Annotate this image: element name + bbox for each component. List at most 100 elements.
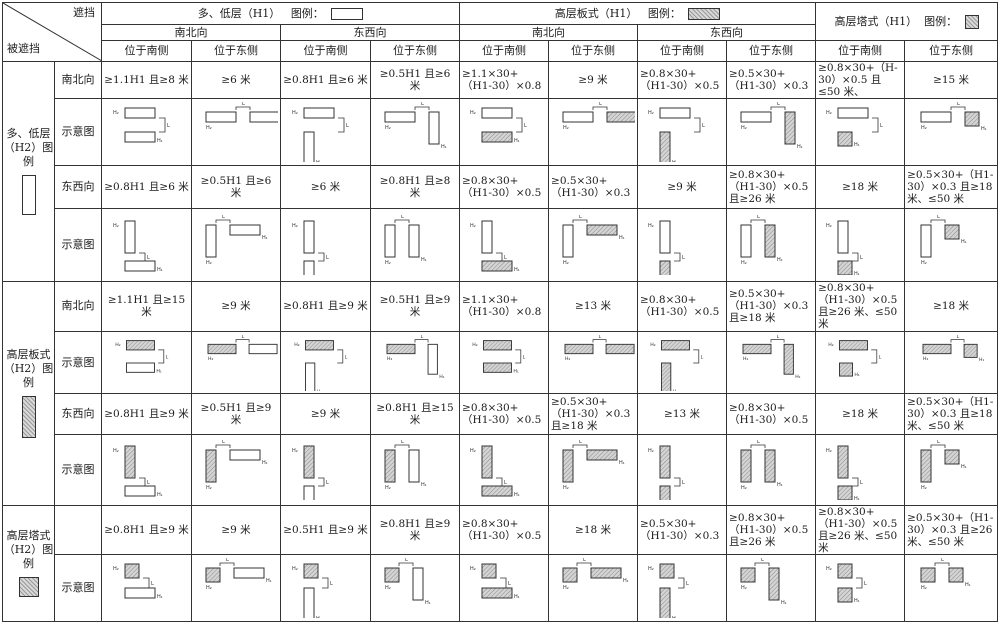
row-group-label: 多、低层（H2）图例 <box>2 60 55 283</box>
legend-swatch-hatched <box>688 7 721 20</box>
orientation-header: 南北向 <box>459 24 639 42</box>
spacing-value-cell: ≥1.1×30+（H1-30）×0.8 <box>459 60 550 100</box>
building-footprint <box>742 343 772 354</box>
spacing-dimension-line <box>592 106 608 110</box>
row-orientation-label: 东西向 <box>54 164 102 210</box>
spacing-value-cell: ≥0.5×30+（H1-30）×0.3 且≥18 米、≤50 米 <box>904 164 999 210</box>
spacing-value: ≥0.8H1 且≥9 米 <box>104 523 189 536</box>
building-footprint <box>303 587 314 619</box>
height-label: H₁ <box>316 616 322 618</box>
spacing-value-cell: ≥0.8×30+（H1-30）×0.5 且≥26 米、≤50 米 <box>815 281 906 332</box>
building-footprint <box>481 220 493 254</box>
spacing-value: ≥0.5H1 且≥6 米 <box>200 175 272 200</box>
height-label: H₁ <box>425 600 431 606</box>
spacing-value-cell: ≥0.8×30+（H1-30）×0.5 且≥26 米、≤50 米 <box>815 504 906 556</box>
spacing-value: ≥18 米 <box>575 523 612 536</box>
spacing-value: ≥9 米 <box>221 300 251 313</box>
height-label: H₂ <box>921 485 927 491</box>
building-footprint <box>659 587 671 619</box>
row-group-swatch <box>21 396 36 439</box>
spacing-dimension-line <box>674 252 681 262</box>
spacing-value: ≥0.5×30+（H1-30）×0.3 <box>640 517 720 542</box>
height-label: H₂ <box>385 485 391 491</box>
height-label: H₂ <box>826 448 832 454</box>
spacing-dimension-line <box>235 338 250 342</box>
spacing-dimension-line <box>950 338 965 342</box>
building-footprint <box>922 343 952 354</box>
group-header-low-rise: 多、低层（H1） 图例： <box>100 1 461 26</box>
height-label: H₂ <box>206 125 212 131</box>
height-label: H₂ <box>113 448 119 454</box>
height-label: H₂ <box>565 356 571 362</box>
legend-label: 图例： <box>290 6 324 20</box>
spacing-value-cell: ≥9 米 <box>637 164 728 210</box>
building-footprint <box>124 107 155 119</box>
height-label: H₁ <box>854 142 860 148</box>
height-label: H₂ <box>387 356 393 362</box>
building-footprint <box>606 111 636 123</box>
spacing-value-cell: ≥0.8×30+（H-30）×0.5 且≤50 米、 <box>815 60 906 100</box>
building-footprint <box>384 567 400 583</box>
spacing-dimension-line <box>872 117 879 133</box>
spacing-value: ≥0.5×30+（H1-30）×0.3 <box>729 67 809 92</box>
height-label: H₁ <box>981 126 987 132</box>
spacing-value-cell: ≥0.5H1 且≥9 米 <box>280 504 371 556</box>
spacing-label: L <box>508 581 511 587</box>
building-footprint <box>124 485 155 497</box>
height-label: H₁ <box>623 578 629 584</box>
position-header: 位于东侧 <box>726 40 817 62</box>
spacing-dimension-line <box>770 106 786 110</box>
spacing-value-cell: ≥0.8×30+（H1-30）×0.5 且≥26 米 <box>726 164 817 210</box>
height-label: H₂ <box>648 566 654 572</box>
spacing-label: L <box>330 581 333 587</box>
height-label: H₂ <box>921 260 927 266</box>
building-footprint <box>586 224 618 236</box>
height-label: H₂ <box>826 110 832 116</box>
height-label: H₂ <box>206 485 212 491</box>
building-footprint <box>303 131 314 162</box>
height-label: H₁ <box>157 267 163 273</box>
spacing-label: L <box>147 480 150 486</box>
building-footprint <box>963 343 978 358</box>
building-footprint <box>229 224 261 236</box>
building-footprint <box>740 449 752 483</box>
building-footprint <box>303 485 314 500</box>
spacing-dimension-line <box>215 444 231 448</box>
building-footprint <box>412 567 424 601</box>
height-label: H₂ <box>563 585 569 591</box>
spacing-dimension-line <box>950 106 966 110</box>
spacing-label: L <box>579 215 582 220</box>
height-label: H₂ <box>113 566 119 572</box>
spacing-label: L <box>599 102 602 107</box>
spacing-dimension-line <box>750 219 766 224</box>
building-footprint <box>562 224 574 258</box>
spacing-label: L <box>860 480 863 486</box>
height-label: H₂ <box>648 110 654 116</box>
spacing-value: ≥0.5H1 且≥9 米 <box>200 402 272 427</box>
height-label: H₁ <box>316 160 322 162</box>
